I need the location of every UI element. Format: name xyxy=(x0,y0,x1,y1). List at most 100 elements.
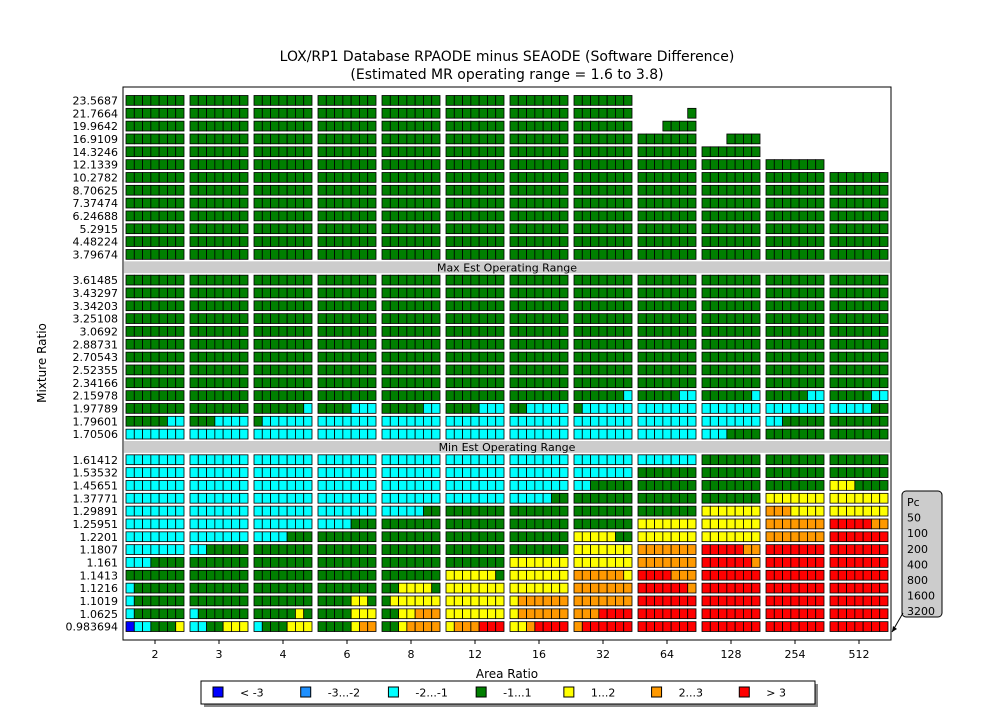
heatmap-cell xyxy=(559,236,569,247)
heatmap-cell xyxy=(414,467,424,478)
chart-legend: < -3 -3...-2 -2...-1 -1...1 1...2 2...3 > 3 xyxy=(200,680,818,707)
heatmap-cell xyxy=(559,621,569,632)
heatmap-cell xyxy=(709,492,719,504)
heatmap-cell xyxy=(214,159,224,170)
heatmap-cell xyxy=(871,608,881,620)
heatmap-cell xyxy=(854,210,864,222)
heatmap-cell xyxy=(222,146,232,158)
heatmap-cell xyxy=(581,428,591,440)
heatmap-cell xyxy=(551,415,561,427)
heatmap-cell xyxy=(862,326,872,337)
heatmap-cell xyxy=(406,146,416,158)
heatmap-cell xyxy=(807,274,817,286)
heatmap-cell xyxy=(751,518,761,530)
heatmap-cell xyxy=(615,313,625,324)
heatmap-cell xyxy=(350,338,360,350)
heatmap-cell xyxy=(854,428,864,440)
heatmap-cell xyxy=(559,351,569,363)
heatmap-cell xyxy=(270,95,280,106)
heatmap-cell xyxy=(125,236,135,247)
heatmap-cell xyxy=(751,210,761,222)
heatmap-cell xyxy=(222,595,232,607)
heatmap-cell xyxy=(551,531,561,543)
heatmap-cell xyxy=(862,582,872,594)
heatmap-cell xyxy=(679,146,689,158)
heatmap-cell xyxy=(214,236,224,247)
heatmap-cell xyxy=(367,569,377,581)
heatmap-cell xyxy=(687,249,697,260)
heatmap-cell xyxy=(815,377,825,389)
heatmap-cell xyxy=(837,492,847,504)
heatmap-cell xyxy=(470,197,480,209)
heatmap-cell xyxy=(782,172,792,183)
chart-title: LOX/RP1 Database RPAODE minus SEAODE (So… xyxy=(280,49,735,65)
heatmap-cell xyxy=(743,159,753,170)
heatmap-cell xyxy=(718,146,728,158)
heatmap-cell xyxy=(517,351,527,363)
x-tick-labels: 2 3 4 6 8 12 16 32 64 128 254 512 xyxy=(152,640,870,661)
heatmap-cell xyxy=(389,428,399,440)
heatmap-cell xyxy=(317,300,327,312)
heatmap-cell xyxy=(517,95,527,106)
heatmap-cell xyxy=(709,621,719,632)
heatmap-cell xyxy=(445,454,455,466)
heatmap-cell xyxy=(837,569,847,581)
heatmap-cell xyxy=(214,351,224,363)
heatmap-cell xyxy=(342,313,352,324)
heatmap-cell xyxy=(815,351,825,363)
heatmap-cell xyxy=(654,172,664,183)
heatmap-cell xyxy=(606,518,616,530)
heatmap-cell xyxy=(253,159,263,170)
heatmap-cell xyxy=(158,210,168,222)
heatmap-cell xyxy=(303,159,313,170)
heatmap-cell xyxy=(495,146,505,158)
heatmap-cell xyxy=(687,415,697,427)
heatmap-cell xyxy=(623,223,633,235)
heatmap-cell xyxy=(645,172,655,183)
heatmap-cell xyxy=(278,197,288,209)
heatmap-cell xyxy=(478,557,488,568)
heatmap-cell xyxy=(325,338,335,350)
heatmap-cell xyxy=(253,595,263,607)
heatmap-cell xyxy=(423,313,433,324)
heatmap-cell xyxy=(573,505,583,517)
heatmap-cell xyxy=(590,95,600,106)
heatmap-cell xyxy=(350,184,360,196)
heatmap-cell xyxy=(726,313,736,324)
heatmap-cell xyxy=(431,197,441,209)
heatmap-cell xyxy=(846,403,856,414)
heatmap-cell xyxy=(317,197,327,209)
heatmap-cell xyxy=(526,454,536,466)
heatmap-cell xyxy=(526,274,536,286)
heatmap-cell xyxy=(542,172,552,183)
heatmap-cell xyxy=(526,338,536,350)
heatmap-cell xyxy=(654,223,664,235)
heatmap-cell xyxy=(342,223,352,235)
heatmap-cell xyxy=(206,608,216,620)
heatmap-cell xyxy=(325,107,335,119)
heatmap-cell xyxy=(637,184,647,196)
heatmap-cell xyxy=(879,415,889,427)
heatmap-cell xyxy=(598,313,608,324)
heatmap-cell xyxy=(871,544,881,555)
heatmap-cell xyxy=(253,107,263,119)
heatmap-cell xyxy=(687,531,697,543)
heatmap-cell xyxy=(253,326,263,337)
heatmap-cell xyxy=(214,454,224,466)
heatmap-cell xyxy=(150,480,160,491)
heatmap-cell xyxy=(598,582,608,594)
heatmap-cell xyxy=(718,210,728,222)
heatmap-cell xyxy=(606,608,616,620)
heatmap-cell xyxy=(197,377,207,389)
heatmap-cell xyxy=(286,428,296,440)
heatmap-cell xyxy=(278,531,288,543)
heatmap-cell xyxy=(150,621,160,632)
heatmap-cell xyxy=(325,300,335,312)
y-tick-label: 1.79601 xyxy=(73,415,119,428)
heatmap-cell xyxy=(175,492,185,504)
heatmap-cell xyxy=(495,557,505,568)
heatmap-cell xyxy=(142,467,152,478)
heatmap-cell xyxy=(670,326,680,337)
y-tick-label: 1.70506 xyxy=(73,428,119,441)
